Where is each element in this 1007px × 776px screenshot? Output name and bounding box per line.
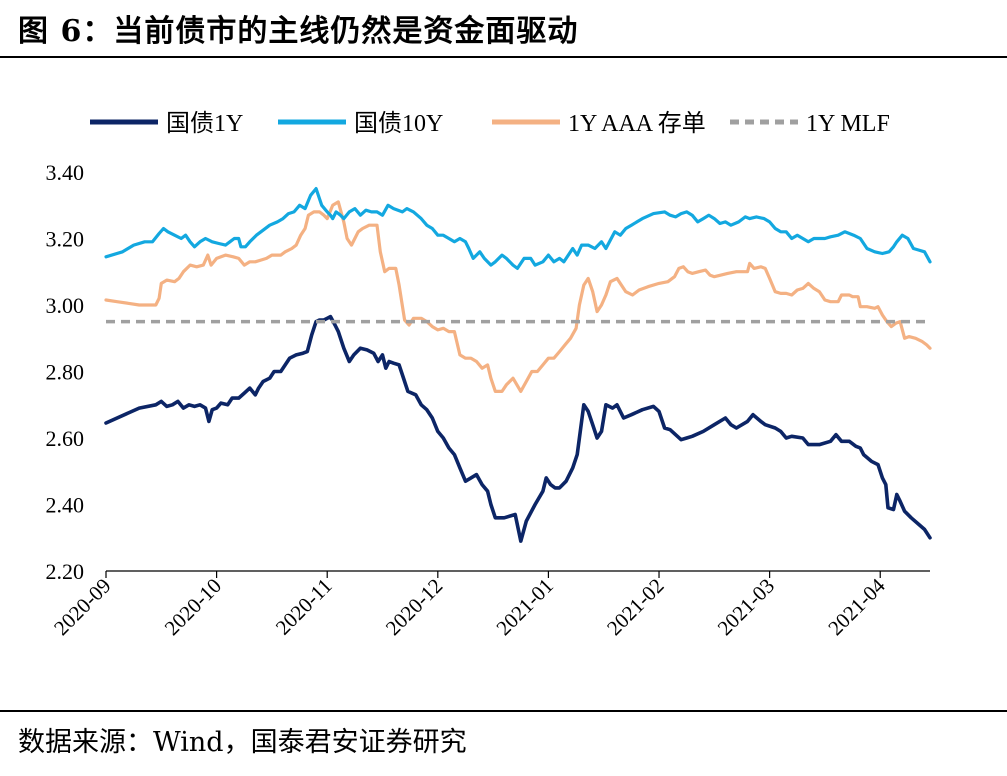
y-tick-label: 2.40: [46, 493, 85, 518]
y-tick-label: 2.60: [46, 426, 85, 451]
x-tick-label: 2021-01: [491, 574, 557, 640]
legend-label-0: 国债1Y: [166, 110, 243, 137]
x-tick-label: 2021-04: [823, 573, 890, 640]
x-tick-label: 2021-03: [713, 574, 779, 640]
legend-label-3: 1Y MLF: [806, 111, 890, 137]
legend-label-1: 国债10Y: [354, 110, 443, 137]
y-tick-label: 3.20: [46, 227, 85, 252]
source-note: 数据来源：Wind，国泰君安证券研究: [18, 727, 467, 758]
x-tick-label: 2020-11: [271, 574, 337, 640]
x-tick-label: 2020-12: [381, 574, 447, 640]
y-tick-label: 2.80: [46, 360, 85, 385]
y-tick-label: 2.20: [46, 559, 85, 584]
y-tick-label: 3.00: [46, 293, 85, 318]
title-rule: [0, 56, 1007, 58]
x-axis: 2020-09 2020-10 2020-11 2020-12 2021-01 2021-…: [49, 570, 930, 640]
y-axis: 2.20 2.40 2.60 2.80 3.00 3.20 3.40: [46, 160, 85, 584]
x-tick-label: 2021-02: [602, 574, 668, 640]
figure-title: 图 6：当前债市的主线仍然是资金面驱动: [18, 14, 579, 49]
series-line-1: [104, 187, 932, 270]
x-tick-label: 2020-10: [160, 574, 226, 640]
source-rule: [0, 710, 1007, 712]
series-line-0: [104, 314, 932, 543]
legend-label-2: 1Y AAA 存单: [568, 110, 706, 137]
series-line-2: [104, 200, 932, 393]
chart-legend: 国债1Y 国债10Y 1Y AAA 存单 1Y MLF: [90, 110, 890, 137]
y-tick-label: 3.40: [46, 160, 85, 185]
plot-area: [104, 187, 932, 543]
